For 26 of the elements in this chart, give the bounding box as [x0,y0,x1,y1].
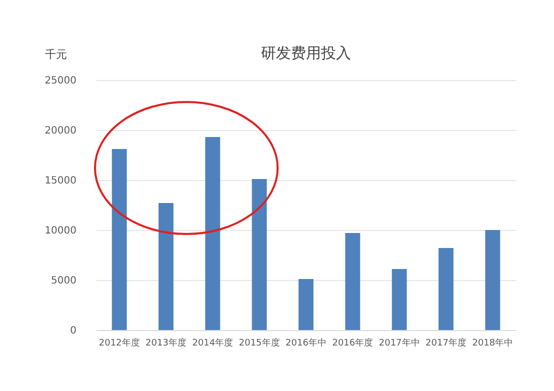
y-tick-label: 20000 [44,126,76,136]
y-tick-label: 15000 [44,176,76,186]
x-tick-label: 2017年中 [378,338,420,348]
y-tick-label: 5000 [51,276,76,286]
bar [438,248,454,330]
x-tick-label: 2016年度 [332,338,374,348]
y-tick-label: 10000 [44,226,76,236]
x-tick-label: 2016年中 [286,338,326,348]
y-tick-label: 25000 [44,76,76,86]
x-tick-label: 2017年度 [426,338,466,348]
bar [345,233,360,330]
x-tick-label: 2012年度 [98,338,140,348]
x-tick-label: 2013年度 [146,338,186,348]
x-tick-label: 2014年度 [192,338,234,348]
bar [298,279,314,330]
bar [205,137,220,330]
chart-title: 研发费用投入 [261,44,351,62]
y-tick-label: 0 [70,326,76,336]
x-tick-label: 2018年中 [472,338,514,348]
bar [485,230,500,330]
bar [112,149,127,330]
x-tick-label: 2015年度 [238,338,280,348]
bar [252,179,267,330]
bar [158,203,174,330]
bar [392,269,407,330]
y-axis-title: 千元 [45,48,67,61]
